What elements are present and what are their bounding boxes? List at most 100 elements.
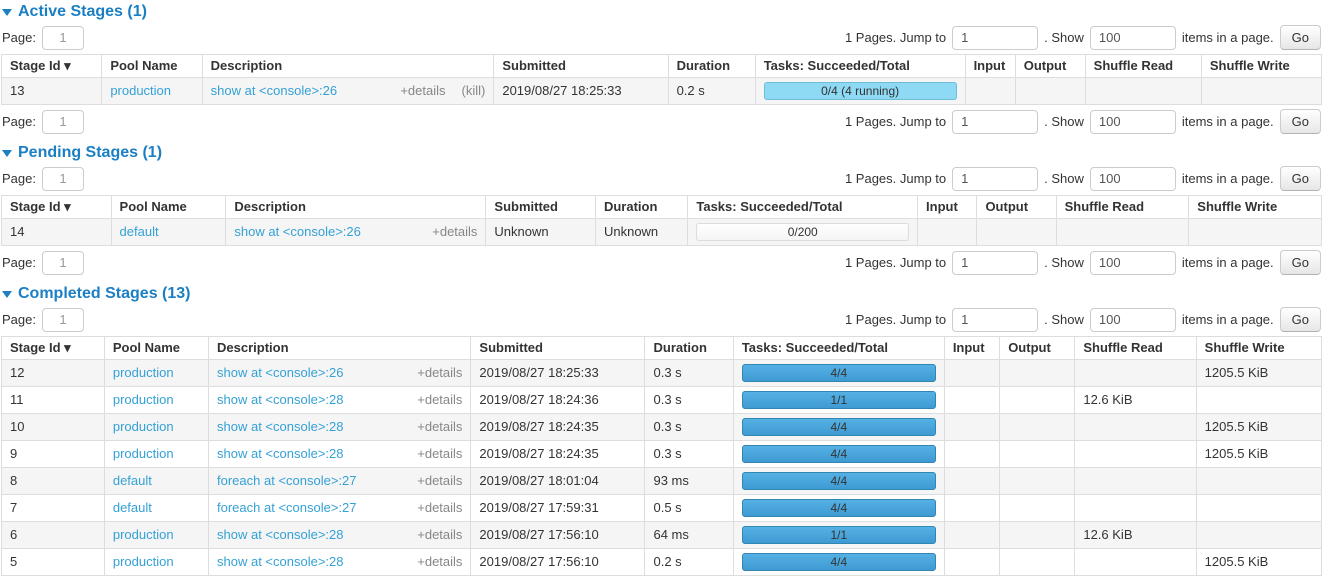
stage-description-link[interactable]: show at <console>:26 — [210, 83, 338, 98]
go-button[interactable]: Go — [1279, 307, 1321, 332]
pagination-row: Page: 1 Pages. Jump to . Show items in a… — [2, 25, 1321, 50]
details-toggle[interactable]: +details — [417, 500, 463, 515]
column-header[interactable]: Input — [964, 54, 1016, 78]
details-toggle[interactable]: +details — [400, 83, 446, 98]
column-header[interactable]: Submitted — [470, 336, 646, 360]
column-header[interactable]: Shuffle Read — [1074, 336, 1197, 360]
section-header-pending-stages[interactable]: Pending Stages (1) — [2, 144, 1322, 162]
column-header[interactable]: Duration — [667, 54, 756, 78]
shuffle-write-cell — [1200, 77, 1323, 105]
details-toggle[interactable]: +details — [417, 446, 463, 461]
shuffle-write-cell — [1195, 521, 1323, 549]
details-toggle[interactable]: +details — [417, 527, 463, 542]
stage-description-link[interactable]: foreach at <console>:27 — [217, 500, 357, 515]
jump-to-page-input[interactable] — [952, 109, 1039, 134]
column-header[interactable]: Tasks: Succeeded/Total — [687, 195, 919, 219]
page-number-input[interactable] — [41, 25, 84, 50]
stage-description-link[interactable]: show at <console>:26 — [234, 224, 361, 239]
duration-cell: 64 ms — [644, 521, 734, 549]
page-number-input[interactable] — [41, 250, 84, 275]
column-header[interactable]: Tasks: Succeeded/Total — [754, 54, 966, 78]
submitted-cell: 2019/08/27 17:56:10 — [470, 521, 646, 549]
column-header[interactable]: Output — [976, 195, 1057, 219]
column-header[interactable]: Pool Name — [103, 336, 210, 360]
stage-description-link[interactable]: show at <console>:28 — [217, 554, 344, 569]
column-header[interactable]: Pool Name — [101, 54, 203, 78]
column-header[interactable]: Duration — [594, 195, 689, 219]
section-header-completed-stages[interactable]: Completed Stages (13) — [2, 285, 1322, 303]
column-header[interactable]: Shuffle Write — [1195, 336, 1323, 360]
column-header[interactable]: Input — [917, 195, 978, 219]
go-button[interactable]: Go — [1279, 166, 1321, 191]
go-button[interactable]: Go — [1279, 25, 1321, 50]
items-per-page-input[interactable] — [1089, 307, 1176, 332]
pool-link[interactable]: default — [112, 473, 152, 488]
jump-to-page-input[interactable] — [952, 25, 1039, 50]
stage-description-link[interactable]: show at <console>:28 — [217, 446, 344, 461]
jump-to-page-input[interactable] — [952, 307, 1039, 332]
details-toggle[interactable]: +details — [417, 365, 463, 380]
stage-description-link[interactable]: show at <console>:28 — [217, 392, 344, 407]
description-cell: foreach at <console>:27 +details — [208, 467, 472, 495]
column-header[interactable]: Stage Id ▾ — [1, 336, 105, 360]
column-header[interactable]: Shuffle Read — [1055, 195, 1190, 219]
items-per-page-input[interactable] — [1089, 166, 1176, 191]
column-header[interactable]: Stage Id ▾ — [1, 195, 112, 219]
stage-id-cell: 9 — [1, 440, 105, 468]
column-header[interactable]: Tasks: Succeeded/Total — [732, 336, 945, 360]
column-header[interactable]: Output — [999, 336, 1076, 360]
output-cell — [999, 521, 1076, 549]
details-toggle[interactable]: +details — [417, 419, 463, 434]
details-toggle[interactable]: +details — [417, 392, 463, 407]
tasks-cell: 4/4 — [732, 467, 945, 495]
stage-id-cell: 5 — [1, 548, 105, 576]
column-header[interactable]: Submitted — [485, 195, 596, 219]
items-per-page-input[interactable] — [1089, 250, 1176, 275]
column-header[interactable]: Description — [225, 195, 487, 219]
input-cell — [943, 467, 1001, 495]
column-header[interactable]: Duration — [644, 336, 734, 360]
pool-link[interactable]: production — [112, 392, 174, 407]
column-header[interactable]: Input — [943, 336, 1001, 360]
stage-description-link[interactable]: show at <console>:28 — [217, 419, 344, 434]
section-header-active-stages[interactable]: Active Stages (1) — [2, 3, 1322, 21]
page-number-input[interactable] — [41, 307, 84, 332]
column-header[interactable]: Shuffle Write — [1200, 54, 1323, 78]
column-header[interactable]: Submitted — [493, 54, 669, 78]
pool-link[interactable]: production — [112, 527, 174, 542]
go-button[interactable]: Go — [1279, 250, 1321, 275]
page-number-input[interactable] — [41, 109, 84, 134]
column-header[interactable]: Output — [1014, 54, 1086, 78]
page-number-input[interactable] — [41, 166, 84, 191]
jump-to-page-input[interactable] — [952, 250, 1039, 275]
collapse-arrow-icon — [2, 8, 12, 16]
pool-link[interactable]: production — [112, 446, 174, 461]
column-header[interactable]: Shuffle Write — [1188, 195, 1322, 219]
items-per-page-input[interactable] — [1089, 109, 1176, 134]
output-cell — [1014, 77, 1086, 105]
details-toggle[interactable]: +details — [417, 473, 463, 488]
column-header[interactable]: Description — [201, 54, 495, 78]
pool-link[interactable]: production — [110, 83, 172, 98]
items-label: items in a page. — [1181, 255, 1274, 270]
column-header[interactable]: Description — [208, 336, 472, 360]
kill-link[interactable]: (kill) — [461, 83, 486, 98]
pool-link[interactable]: production — [112, 554, 174, 569]
stage-id-cell: 12 — [1, 359, 105, 387]
pool-link[interactable]: production — [112, 419, 174, 434]
stage-description-link[interactable]: show at <console>:28 — [217, 527, 344, 542]
stage-description-link[interactable]: show at <console>:26 — [217, 365, 344, 380]
jump-to-page-input[interactable] — [952, 166, 1039, 191]
details-toggle[interactable]: +details — [432, 224, 478, 239]
pool-link[interactable]: production — [112, 365, 174, 380]
stage-description-link[interactable]: foreach at <console>:27 — [217, 473, 357, 488]
details-toggle[interactable]: +details — [417, 554, 463, 569]
go-button[interactable]: Go — [1279, 109, 1321, 134]
items-per-page-input[interactable] — [1089, 25, 1176, 50]
duration-cell: 0.3 s — [644, 413, 734, 441]
column-header[interactable]: Pool Name — [110, 195, 227, 219]
pool-link[interactable]: default — [112, 500, 152, 515]
column-header[interactable]: Stage Id ▾ — [0, 54, 103, 78]
column-header[interactable]: Shuffle Read — [1084, 54, 1202, 78]
pool-link[interactable]: default — [119, 224, 159, 239]
